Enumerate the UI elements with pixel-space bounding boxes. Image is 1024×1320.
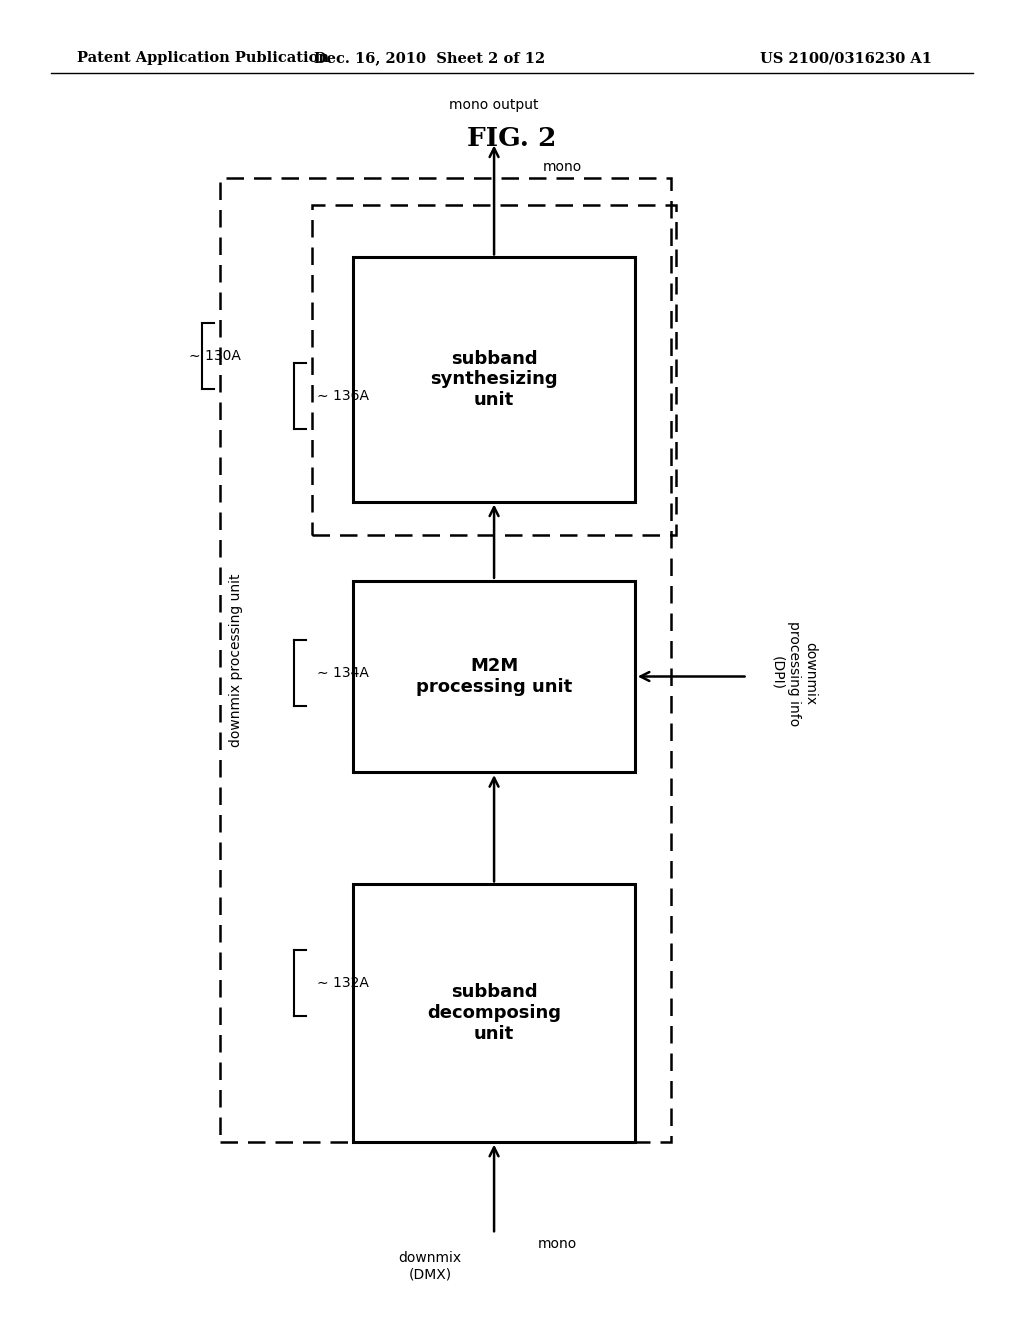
Text: Dec. 16, 2010  Sheet 2 of 12: Dec. 16, 2010 Sheet 2 of 12 <box>314 51 546 65</box>
Text: mono: mono <box>538 1237 577 1251</box>
Bar <box>220 178 671 1142</box>
Text: subband
decomposing
unit: subband decomposing unit <box>427 983 561 1043</box>
Text: ∼ 134A: ∼ 134A <box>317 667 370 680</box>
Bar <box>353 257 635 502</box>
Text: Patent Application Publication: Patent Application Publication <box>77 51 329 65</box>
Text: ∼ 136A: ∼ 136A <box>317 389 370 403</box>
Text: subband
synthesizing
unit: subband synthesizing unit <box>430 350 558 409</box>
Text: downmix processing unit: downmix processing unit <box>228 573 243 747</box>
Text: downmix
processing info
(DPI): downmix processing info (DPI) <box>770 620 817 726</box>
Text: ∼ 130A: ∼ 130A <box>189 350 242 363</box>
Text: FIG. 2: FIG. 2 <box>467 127 557 150</box>
Text: M2M
processing unit: M2M processing unit <box>416 657 572 696</box>
Text: ∼ 132A: ∼ 132A <box>317 977 370 990</box>
Bar <box>312 205 676 535</box>
Text: downmix
(DMX): downmix (DMX) <box>398 1251 462 1282</box>
Text: US 2100/0316230 A1: US 2100/0316230 A1 <box>760 51 932 65</box>
Bar <box>353 581 635 772</box>
Bar <box>353 884 635 1142</box>
Text: mono output: mono output <box>450 98 539 112</box>
Text: mono: mono <box>543 160 582 174</box>
